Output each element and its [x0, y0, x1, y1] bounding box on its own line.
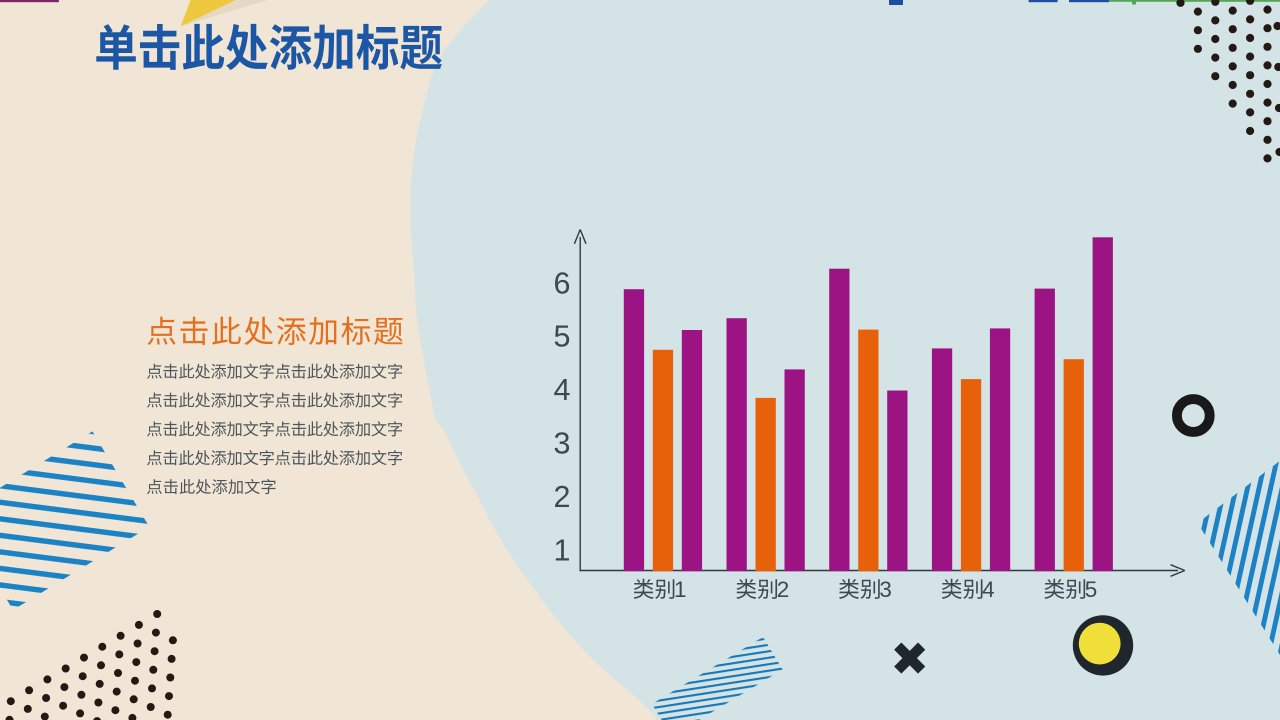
svg-text:1: 1 [554, 533, 571, 567]
svg-text:5: 5 [1085, 577, 1098, 602]
svg-text:3: 3 [879, 577, 892, 602]
svg-text:2: 2 [777, 577, 790, 602]
svg-text:5: 5 [554, 320, 571, 354]
svg-text:4: 4 [982, 577, 995, 602]
svg-text:1: 1 [674, 577, 687, 602]
svg-text:6: 6 [554, 266, 571, 300]
svg-text:4: 4 [554, 373, 571, 407]
svg-text:2: 2 [554, 480, 571, 514]
svg-text:3: 3 [554, 427, 571, 461]
